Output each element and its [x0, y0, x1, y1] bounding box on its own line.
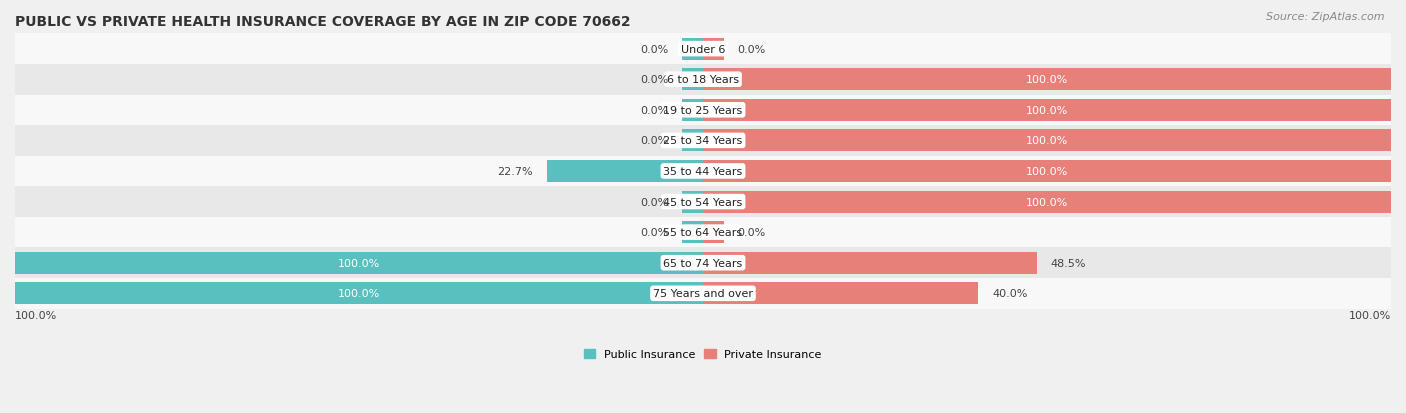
Text: 0.0%: 0.0%	[640, 75, 669, 85]
Text: 100.0%: 100.0%	[1026, 106, 1069, 116]
Bar	[682, 69, 703, 91]
Bar	[703, 191, 1391, 213]
Bar	[682, 38, 703, 60]
Text: 100.0%: 100.0%	[1348, 310, 1391, 320]
Bar	[15, 248, 1391, 278]
Bar	[15, 126, 1391, 156]
Bar	[703, 100, 1391, 121]
Text: Source: ZipAtlas.com: Source: ZipAtlas.com	[1267, 12, 1385, 22]
Bar	[682, 222, 703, 244]
Text: 0.0%: 0.0%	[640, 197, 669, 207]
Bar	[703, 161, 1391, 183]
Bar	[15, 217, 1391, 248]
Bar	[547, 161, 703, 183]
Bar	[682, 130, 703, 152]
Bar	[15, 65, 1391, 95]
Bar	[15, 187, 1391, 217]
Text: 100.0%: 100.0%	[337, 289, 380, 299]
Text: 0.0%: 0.0%	[640, 45, 669, 55]
Text: 40.0%: 40.0%	[993, 289, 1028, 299]
Text: 100.0%: 100.0%	[15, 310, 58, 320]
Text: 100.0%: 100.0%	[1026, 75, 1069, 85]
Bar	[703, 69, 1391, 91]
Bar	[703, 252, 1036, 274]
Text: 0.0%: 0.0%	[737, 228, 766, 237]
Text: Under 6: Under 6	[681, 45, 725, 55]
Bar	[703, 282, 979, 304]
Bar	[15, 252, 703, 274]
Text: 0.0%: 0.0%	[640, 106, 669, 116]
Text: 0.0%: 0.0%	[640, 228, 669, 237]
Bar	[15, 156, 1391, 187]
Text: PUBLIC VS PRIVATE HEALTH INSURANCE COVERAGE BY AGE IN ZIP CODE 70662: PUBLIC VS PRIVATE HEALTH INSURANCE COVER…	[15, 15, 631, 29]
Text: 100.0%: 100.0%	[337, 258, 380, 268]
Bar	[15, 34, 1391, 65]
Text: 6 to 18 Years: 6 to 18 Years	[666, 75, 740, 85]
Text: 19 to 25 Years: 19 to 25 Years	[664, 106, 742, 116]
Text: 25 to 34 Years: 25 to 34 Years	[664, 136, 742, 146]
Text: 100.0%: 100.0%	[1026, 166, 1069, 176]
Text: 45 to 54 Years: 45 to 54 Years	[664, 197, 742, 207]
Text: 48.5%: 48.5%	[1050, 258, 1085, 268]
Text: 65 to 74 Years: 65 to 74 Years	[664, 258, 742, 268]
Text: 100.0%: 100.0%	[1026, 197, 1069, 207]
Text: 75 Years and over: 75 Years and over	[652, 289, 754, 299]
Text: 100.0%: 100.0%	[1026, 136, 1069, 146]
Bar	[703, 222, 724, 244]
Bar	[682, 191, 703, 213]
Bar	[703, 130, 1391, 152]
Bar	[15, 282, 703, 304]
Text: 0.0%: 0.0%	[640, 136, 669, 146]
Bar	[15, 95, 1391, 126]
Bar	[15, 278, 1391, 309]
Text: 0.0%: 0.0%	[737, 45, 766, 55]
Text: 35 to 44 Years: 35 to 44 Years	[664, 166, 742, 176]
Bar	[682, 100, 703, 121]
Bar	[703, 38, 724, 60]
Legend: Public Insurance, Private Insurance: Public Insurance, Private Insurance	[579, 345, 827, 364]
Text: 22.7%: 22.7%	[498, 166, 533, 176]
Text: 55 to 64 Years: 55 to 64 Years	[664, 228, 742, 237]
